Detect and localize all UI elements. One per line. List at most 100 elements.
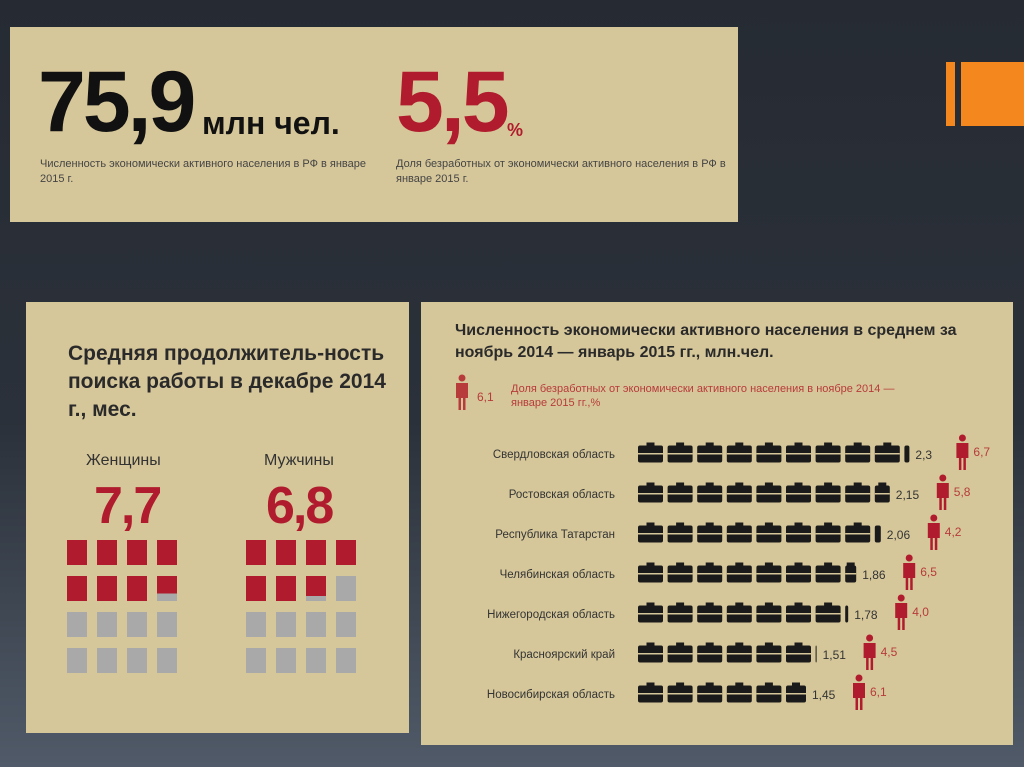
region-label: Челябинская область [500, 569, 615, 581]
men-month-square [246, 648, 266, 673]
person-icon [903, 554, 916, 590]
women-month-square [97, 540, 117, 565]
briefcase-icon [697, 602, 723, 623]
briefcase-icon [786, 562, 811, 583]
men-month-square [276, 648, 296, 673]
briefcase-icon [756, 562, 782, 583]
men-value: 6,8 [266, 477, 334, 535]
active-population-label: 1,45 [812, 688, 836, 702]
person-icon [956, 434, 969, 470]
women-month-square [157, 540, 177, 565]
briefcase-icon [756, 642, 782, 663]
women-month-square [67, 612, 87, 637]
briefcase-icon [638, 442, 663, 463]
briefcase-icon [786, 682, 806, 703]
region-label: Нижегородская область [487, 609, 615, 621]
men-month-square [306, 540, 326, 565]
men-month-square [336, 540, 356, 565]
briefcase-icon [697, 482, 723, 503]
men-month-square [246, 540, 266, 565]
briefcase-icon [638, 642, 663, 663]
men-month-square [276, 612, 296, 637]
briefcase-icon [786, 522, 811, 543]
briefcase-icon [697, 562, 723, 583]
briefcase-icon [786, 602, 811, 623]
active-population-label: 1,86 [862, 568, 886, 582]
briefcase-icon [756, 522, 782, 543]
briefcase-icon [726, 522, 752, 543]
briefcase-icon [726, 682, 752, 703]
briefcase-icon [874, 442, 900, 463]
men-month-square [336, 612, 356, 637]
region-label: Свердловская область [493, 449, 615, 461]
unemployment-value: 5,5 [396, 54, 510, 150]
briefcase-icon [786, 482, 811, 503]
women-month-square [67, 540, 87, 565]
active-population-value: 75,9 [38, 54, 196, 150]
women-label: Женщины [86, 452, 161, 469]
men-month-square [306, 648, 326, 673]
women-month-square [157, 648, 177, 673]
unemployment-rate-label: 5,8 [954, 485, 971, 499]
briefcase-icon [667, 602, 693, 623]
briefcase-icon [667, 442, 693, 463]
region-label: Красноярский край [513, 649, 615, 661]
briefcase-icon [697, 682, 723, 703]
briefcase-icon [815, 562, 841, 583]
briefcase-icon [756, 682, 782, 703]
legend-value: 6,1 [477, 390, 494, 404]
women-month-square [127, 576, 147, 601]
briefcase-icon [726, 602, 752, 623]
briefcase-icon [815, 442, 841, 463]
regions-panel: Численность экономически активного насел… [421, 302, 1013, 745]
men-label: Мужчины [264, 452, 334, 469]
briefcase-icon [667, 562, 693, 583]
women-month-square [97, 612, 117, 637]
briefcase-icon [638, 482, 663, 503]
region-label: Республика Татарстан [495, 529, 615, 541]
legend-person-icon-svg [456, 374, 468, 410]
briefcase-icon [667, 522, 693, 543]
person-icon [927, 514, 940, 550]
briefcase-icon [874, 482, 890, 503]
legend-text: Доля безработных от экономически активно… [511, 383, 895, 409]
briefcase-icon [815, 522, 841, 543]
job-search-title: Средняя продолжитель-ность поиска работы… [68, 342, 386, 421]
briefcase-icon [845, 605, 849, 623]
women-month-square [157, 612, 177, 637]
active-population-unit: млн чел. [202, 105, 340, 141]
briefcase-icon [667, 482, 693, 503]
briefcase-icon [815, 602, 841, 623]
regions-chart: Свердловская область 2,3 6,7 Ростовская обл… [487, 434, 990, 710]
briefcase-icon [845, 522, 871, 543]
briefcase-icon [874, 525, 881, 543]
active-population-label: 2,3 [915, 448, 932, 462]
unemployment-rate-label: 4,2 [945, 525, 962, 539]
briefcase-icon [845, 562, 857, 583]
men-month-square [276, 576, 296, 601]
region-label: Ростовская область [509, 489, 615, 501]
regions-title: Численность экономически активного насел… [455, 322, 957, 361]
job-search-panel: Средняя продолжитель-ность поиска работы… [26, 302, 409, 733]
women-month-square [97, 576, 117, 601]
women-month-square [67, 576, 87, 601]
unemployment-rate-label: 4,0 [912, 605, 929, 619]
briefcase-icon [697, 642, 723, 663]
men-month-square [246, 612, 266, 637]
briefcase-icon [667, 682, 693, 703]
briefcase-icon [667, 642, 693, 663]
briefcase-icon [786, 442, 811, 463]
unemployment-rate-label: 6,5 [920, 565, 937, 579]
active-population-label: 1,51 [823, 648, 847, 662]
unemployment-rate-label: 6,7 [973, 445, 990, 459]
briefcase-icon [904, 445, 910, 463]
top-summary-panel: 75,9 млн чел. Численность экономически а… [10, 27, 738, 222]
briefcase-icon [756, 482, 782, 503]
women-month-square [67, 648, 87, 673]
briefcase-icon [815, 645, 817, 663]
men-month-square [336, 576, 356, 601]
accent-bar-thin [946, 62, 955, 126]
briefcase-icon [726, 482, 752, 503]
person-icon [863, 634, 876, 670]
women-month-square [157, 576, 177, 601]
